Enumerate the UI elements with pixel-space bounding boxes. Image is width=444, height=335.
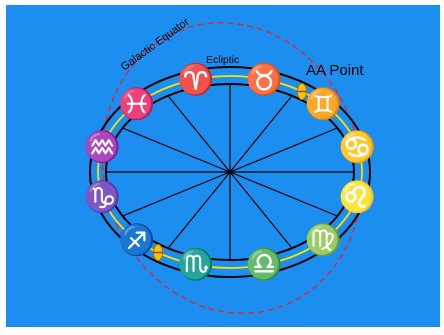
virgo-glyph: ♍ [305, 222, 342, 258]
leo-glyph: ♌ [339, 179, 376, 215]
zodiac-ring-outer [89, 66, 371, 278]
galactic-equator-line [101, 21, 363, 315]
spoke-line [229, 95, 293, 173]
spoke-line [167, 95, 231, 173]
scorpio-glyph: ♏ [177, 247, 214, 283]
sagittarius-glyph: ♐ [118, 222, 155, 258]
spoke-line [229, 127, 338, 173]
spoke-line [167, 171, 231, 249]
aa-point-marker [296, 83, 307, 100]
libra-glyph: ♎ [246, 247, 283, 283]
ecliptic-label: Ecliptic [206, 54, 239, 66]
background [6, 5, 440, 327]
aquarius-glyph: ♒ [84, 129, 121, 165]
aa-point-label: AA Point [306, 62, 364, 79]
taurus-glyph: ♉ [246, 61, 283, 97]
spoke-line [122, 171, 231, 217]
capricorn-glyph: ♑ [84, 179, 121, 215]
ecliptic-line [97, 75, 363, 269]
opposite-point-marker [153, 244, 164, 261]
sector-spokes [106, 84, 354, 260]
cancer-glyph: ♋ [339, 129, 376, 165]
aries-glyph: ♈ [177, 61, 214, 97]
spoke-line [229, 171, 293, 249]
spoke-line [122, 127, 231, 173]
gemini-glyph: ♊ [305, 86, 342, 122]
spoke-line [229, 171, 338, 217]
pisces-glyph: ♓ [118, 86, 155, 122]
